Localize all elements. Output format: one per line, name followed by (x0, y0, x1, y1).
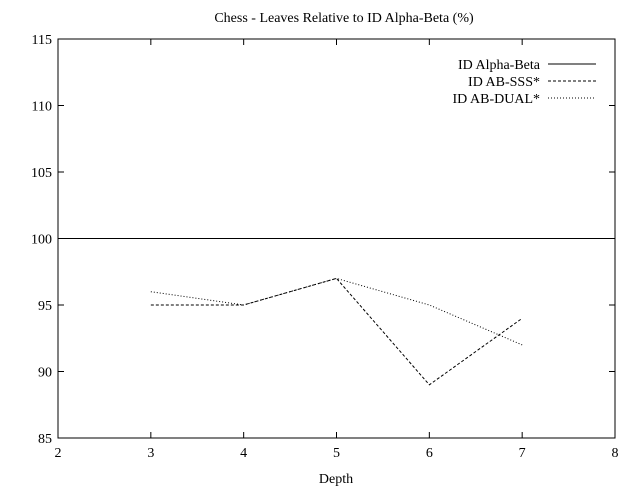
y-tick-label-4: 105 (31, 166, 52, 181)
legend-label-2: ID AB-DUAL* (453, 92, 541, 107)
y-tick-label-3: 100 (31, 233, 52, 248)
x-tick-label-3: 5 (333, 446, 340, 461)
legend: ID Alpha-Beta ID AB-SSS* ID AB-DUAL* (453, 58, 596, 107)
y-tick-label-6: 115 (32, 33, 52, 48)
x-tick-label-2: 4 (240, 446, 247, 461)
x-tick-label-1: 3 (147, 446, 154, 461)
x-tick-label-6: 8 (612, 446, 619, 461)
series-line-2 (150, 277, 523, 346)
x-tick-label-0: 2 (55, 446, 62, 461)
y-tick-label-2: 95 (38, 299, 52, 314)
chart-title: Chess - Leaves Relative to ID Alpha-Beta… (214, 11, 474, 26)
y-tick-label-0: 85 (38, 432, 52, 447)
legend-label-1: ID AB-SSS* (468, 75, 540, 90)
x-axis-label: Depth (319, 472, 353, 487)
x-axis-ticks: 2 3 4 5 6 7 8 (55, 39, 619, 461)
y-tick-label-1: 90 (38, 366, 52, 381)
legend-label-0: ID Alpha-Beta (458, 58, 541, 73)
series-lines (58, 238, 615, 386)
x-tick-label-5: 7 (519, 446, 526, 461)
y-axis-ticks: 85 90 95 100 105 110 115 (31, 33, 615, 447)
x-tick-label-4: 6 (426, 446, 433, 461)
y-tick-label-5: 110 (32, 100, 52, 115)
series-line-1 (150, 277, 523, 386)
